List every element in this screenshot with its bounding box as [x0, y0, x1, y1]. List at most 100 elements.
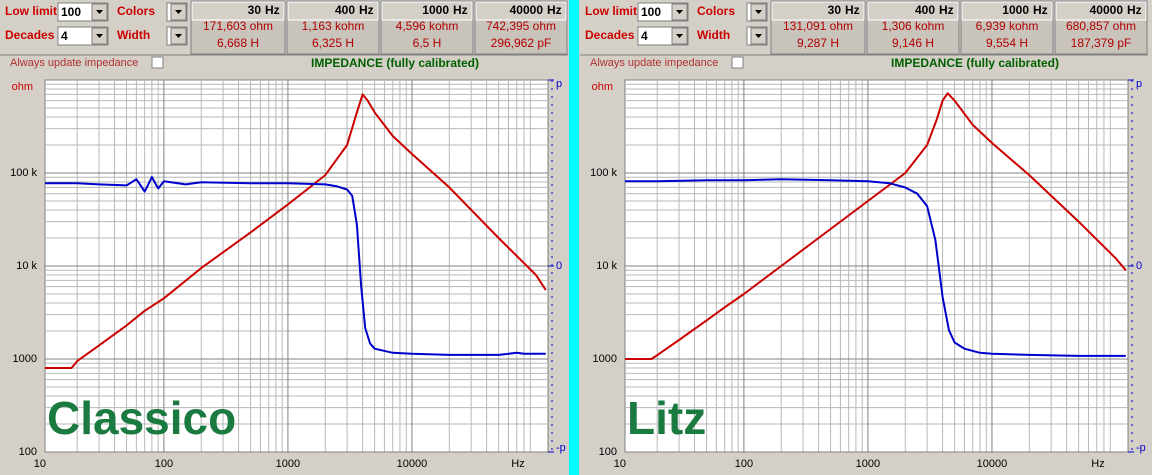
dropdown-value: 4	[641, 29, 648, 43]
reading-unit: Hz	[547, 3, 562, 17]
separator	[569, 0, 579, 475]
x-tick-label: 10000	[397, 458, 428, 470]
checkbox-label: Always update impedance	[10, 57, 138, 69]
reading-unit: Hz	[1127, 3, 1142, 17]
control-label: Decades	[585, 28, 635, 42]
reading-header	[287, 1, 379, 21]
caption: IMPEDANCE (fully calibrated)	[891, 56, 1059, 70]
y-axis-label: ohm	[592, 81, 613, 93]
data-line	[45, 93, 547, 369]
dropdown-arrow	[676, 10, 683, 14]
dropdown-arrow	[755, 10, 762, 14]
reading-freq: 1000	[422, 3, 449, 17]
reading-value: 6,939 kohm	[976, 19, 1039, 33]
reading-value: 742,395 ohm	[486, 19, 556, 33]
y-tick-label: 10 k	[596, 260, 617, 272]
dropdown-value: 4	[61, 29, 68, 43]
data-line	[45, 176, 546, 356]
data-line	[625, 92, 1127, 360]
dropdown-arrow	[175, 34, 182, 38]
y-tick-label: 1000	[13, 353, 37, 365]
y2-tick-label: p	[1136, 78, 1142, 90]
x-tick-label: 1000	[856, 458, 880, 470]
reading-value: 6,668 H	[217, 36, 259, 50]
x-tick-label: 10	[34, 458, 46, 470]
control-label: Width	[697, 28, 730, 42]
caption: IMPEDANCE (fully calibrated)	[311, 56, 479, 70]
reading-value: 1,163 kohm	[302, 19, 365, 33]
reading-header	[867, 1, 959, 21]
checkbox[interactable]	[151, 56, 164, 69]
reading-value: 9,554 H	[986, 36, 1028, 50]
chart-label: Classico	[47, 392, 236, 444]
y2-tick-label: 0	[1136, 260, 1142, 272]
panel: Low limit100Colors1Decades4Width330Hz131…	[580, 0, 1148, 70]
x-tick-label: 10000	[977, 458, 1008, 470]
x-axis-label: Hz	[1091, 458, 1104, 470]
reading-freq: 1000	[1002, 3, 1029, 17]
reading-header	[771, 1, 865, 21]
reading-value: 9,146 H	[892, 36, 934, 50]
y2-tick-label: -p	[556, 442, 566, 454]
reading-value: 4,596 kohm	[396, 19, 459, 33]
x-axis-label: Hz	[511, 458, 524, 470]
y-tick-label: 1000	[593, 353, 617, 365]
y2-tick-label: -p	[1136, 442, 1146, 454]
reading-value: 171,603 ohm	[203, 19, 273, 33]
reading-freq: 30	[248, 3, 262, 17]
y-tick-label: 100	[599, 446, 617, 458]
y-tick-label: 10 k	[16, 260, 37, 272]
reading-header	[961, 1, 1053, 21]
dropdown-arrow	[96, 10, 103, 14]
x-tick-label: 100	[155, 458, 173, 470]
checkbox-label: Always update impedance	[590, 57, 718, 69]
dropdown-value: 100	[641, 5, 661, 19]
dropdown-arrow	[175, 10, 182, 14]
reading-header	[191, 1, 285, 21]
reading-header	[381, 1, 473, 21]
x-tick-label: 1000	[276, 458, 300, 470]
reading-value: 131,091 ohm	[783, 19, 853, 33]
control-label: Low limit	[585, 4, 637, 18]
y-tick-label: 100 k	[590, 167, 617, 179]
reading-value: 6,5 H	[413, 36, 442, 50]
reading-freq: 40000	[510, 3, 544, 17]
reading-freq: 30	[828, 3, 842, 17]
control-label: Colors	[697, 4, 735, 18]
reading-unit: Hz	[359, 3, 374, 17]
reading-header	[1055, 1, 1147, 21]
reading-unit: Hz	[939, 3, 954, 17]
chart-label: Litz	[627, 392, 706, 444]
panel: Low limit100Colors1Decades4Width330Hz171…	[0, 0, 568, 70]
reading-value: 9,287 H	[797, 36, 839, 50]
x-tick-label: 10	[614, 458, 626, 470]
reading-value: 187,379 pF	[1071, 36, 1132, 50]
control-label: Colors	[117, 4, 155, 18]
dropdown-arrow	[755, 34, 762, 38]
checkbox[interactable]	[731, 56, 744, 69]
control-label: Width	[117, 28, 150, 42]
reading-header	[475, 1, 567, 21]
dropdown-arrow	[676, 34, 683, 38]
reading-unit: Hz	[845, 3, 860, 17]
reading-unit: Hz	[1033, 3, 1048, 17]
reading-freq: 400	[335, 3, 355, 17]
y2-tick-label: 0	[556, 260, 562, 272]
control-label: Decades	[5, 28, 55, 42]
reading-freq: 400	[915, 3, 935, 17]
control-label: Low limit	[5, 4, 57, 18]
reading-value: 6,325 H	[312, 36, 354, 50]
reading-value: 1,306 kohm	[882, 19, 945, 33]
reading-unit: Hz	[453, 3, 468, 17]
y-tick-label: 100	[19, 446, 37, 458]
x-tick-label: 100	[735, 458, 753, 470]
y-tick-label: 100 k	[10, 167, 37, 179]
reading-value: 680,857 ohm	[1066, 19, 1136, 33]
y2-tick-label: p	[556, 78, 562, 90]
reading-freq: 40000	[1090, 3, 1124, 17]
dropdown-value: 100	[61, 5, 81, 19]
data-line	[625, 178, 1126, 357]
reading-unit: Hz	[265, 3, 280, 17]
reading-value: 296,962 pF	[491, 36, 552, 50]
